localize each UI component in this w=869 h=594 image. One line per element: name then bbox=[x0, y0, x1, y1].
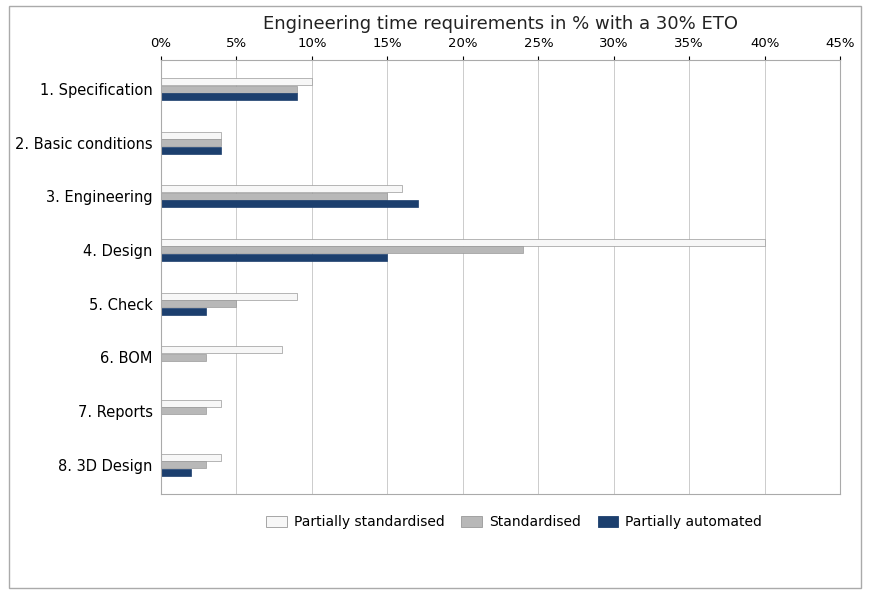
Bar bbox=[161, 200, 417, 207]
Bar bbox=[161, 293, 296, 299]
Bar bbox=[161, 461, 206, 468]
Bar bbox=[161, 78, 312, 85]
Bar bbox=[161, 354, 206, 361]
Bar bbox=[161, 300, 236, 307]
Legend: Partially standardised, Standardised, Partially automated: Partially standardised, Standardised, Pa… bbox=[260, 510, 767, 535]
Bar bbox=[161, 132, 221, 138]
Bar bbox=[161, 454, 221, 460]
Bar bbox=[161, 93, 296, 100]
Title: Engineering time requirements in % with a 30% ETO: Engineering time requirements in % with … bbox=[262, 15, 737, 33]
Bar bbox=[161, 239, 764, 246]
Bar bbox=[161, 469, 191, 476]
Bar bbox=[161, 254, 387, 261]
Bar bbox=[161, 247, 522, 254]
Bar bbox=[161, 86, 296, 93]
Bar bbox=[161, 308, 206, 315]
Bar bbox=[161, 139, 221, 146]
Bar bbox=[161, 185, 402, 192]
Bar bbox=[161, 346, 282, 353]
Bar bbox=[161, 400, 221, 407]
Bar bbox=[161, 147, 221, 154]
Bar bbox=[161, 193, 387, 200]
Bar bbox=[161, 407, 206, 415]
